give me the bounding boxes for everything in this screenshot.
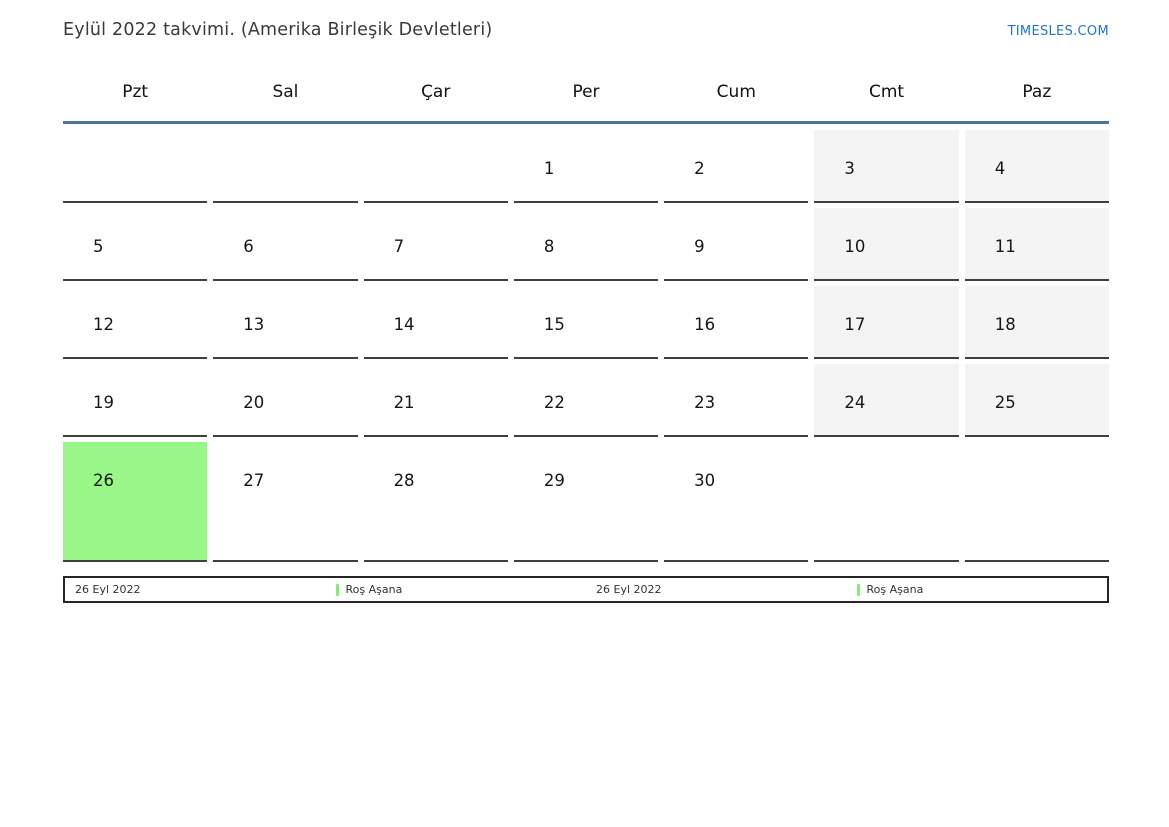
day-cell: 13 <box>213 286 358 359</box>
legend-event: Roş Aşana <box>847 583 1108 596</box>
day-cell-weekend: 18 <box>964 286 1109 359</box>
legend-event: Roş Aşana <box>326 583 587 596</box>
event-marker-icon <box>335 583 339 596</box>
weekday-header-thu: Per <box>572 82 600 102</box>
day-cell: 16 <box>664 286 809 359</box>
day-cell: 21 <box>363 364 508 437</box>
topbar: Eylül 2022 takvimi. (Amerika Birleşik De… <box>63 20 1109 40</box>
calendar-grid: 1 2 3 4 5 6 7 8 9 10 11 12 13 14 15 16 1… <box>63 130 1109 562</box>
empty-cell <box>363 130 508 203</box>
brand-link[interactable]: TIMESLES.COM <box>1007 24 1109 39</box>
day-cell: 22 <box>513 364 659 437</box>
day-cell-weekend: 4 <box>964 130 1109 203</box>
day-cell-highlighted-today: 26 <box>63 442 208 562</box>
day-cell: 20 <box>213 364 358 437</box>
weekday-header-fri: Cum <box>716 82 756 102</box>
event-marker-icon <box>856 583 860 596</box>
day-cell: 2 <box>664 130 809 203</box>
day-cell-weekend: 10 <box>814 208 959 281</box>
day-cell-weekend: 25 <box>964 364 1109 437</box>
day-cell: 12 <box>63 286 208 359</box>
weekday-header-tue: Sal <box>272 82 299 102</box>
day-cell: 9 <box>664 208 809 281</box>
day-cell: 28 <box>363 442 508 562</box>
day-cell: 29 <box>513 442 659 562</box>
legend-event-label: Roş Aşana <box>345 583 403 596</box>
day-cell: 30 <box>664 442 809 562</box>
day-cell: 8 <box>513 208 659 281</box>
legend-date-label: 26 Eyl 2022 <box>596 583 662 596</box>
legend-date: 26 Eyl 2022 <box>586 583 847 596</box>
legend-bar: 26 Eyl 2022 Roş Aşana 26 Eyl 2022 Roş Aş… <box>63 576 1109 603</box>
empty-cell <box>814 442 959 562</box>
empty-cell <box>213 130 358 203</box>
empty-cell <box>964 442 1109 562</box>
weekday-header-mon: Pzt <box>122 82 149 102</box>
day-cell-weekend: 11 <box>964 208 1109 281</box>
day-cell: 19 <box>63 364 208 437</box>
page-title: Eylül 2022 takvimi. (Amerika Birleşik De… <box>63 20 493 40</box>
day-cell-weekend: 24 <box>814 364 959 437</box>
day-cell: 14 <box>363 286 508 359</box>
day-cell: 23 <box>664 364 809 437</box>
day-cell: 1 <box>513 130 659 203</box>
day-cell: 15 <box>513 286 659 359</box>
day-cell-weekend: 17 <box>814 286 959 359</box>
day-cell: 6 <box>213 208 358 281</box>
weekday-header-row: Pzt Sal Çar Per Cum Cmt Paz <box>63 82 1109 124</box>
weekday-header-sun: Paz <box>1022 82 1052 102</box>
legend-date: 26 Eyl 2022 <box>65 583 326 596</box>
day-cell-weekend: 3 <box>814 130 959 203</box>
empty-cell <box>63 130 208 203</box>
calendar: Pzt Sal Çar Per Cum Cmt Paz 1 2 3 4 5 6 … <box>63 82 1109 603</box>
weekday-header-sat: Cmt <box>869 82 905 102</box>
legend-date-label: 26 Eyl 2022 <box>75 583 141 596</box>
weekday-header-wed: Çar <box>421 82 451 102</box>
day-cell: 27 <box>213 442 358 562</box>
legend-event-label: Roş Aşana <box>866 583 924 596</box>
day-cell: 7 <box>363 208 508 281</box>
day-cell: 5 <box>63 208 208 281</box>
